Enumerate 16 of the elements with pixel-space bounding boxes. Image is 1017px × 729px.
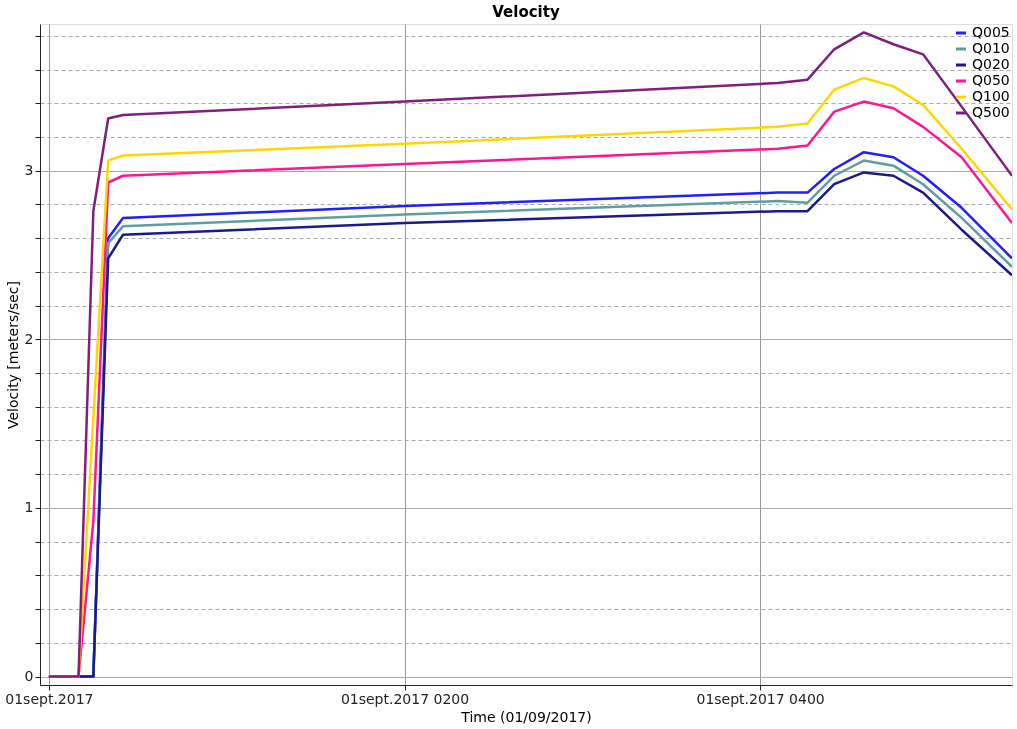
legend-label: Q500 [972, 104, 1010, 120]
y-axis-title: Velocity [meters/sec] [4, 280, 21, 430]
y-tick-label: 1 [24, 499, 34, 516]
x-tick-label: 01sept.2017 0200 [340, 690, 470, 707]
legend-label: Q050 [972, 72, 1010, 88]
legend-label: Q005 [972, 24, 1010, 40]
x-tick-label: 01sept.2017 0400 [696, 690, 825, 707]
x-axis-title: Time (01/09/2017) [460, 708, 592, 725]
legend-label: Q020 [972, 56, 1010, 72]
y-tick-label: 3 [24, 162, 34, 179]
y-tick-label: 2 [24, 330, 34, 347]
chart-title: Velocity [492, 3, 560, 21]
y-tick-label: 0 [24, 668, 34, 685]
x-tick-label: 01sept.2017 [5, 690, 94, 707]
legend-label: Q100 [972, 88, 1010, 104]
legend-label: Q010 [972, 40, 1010, 56]
